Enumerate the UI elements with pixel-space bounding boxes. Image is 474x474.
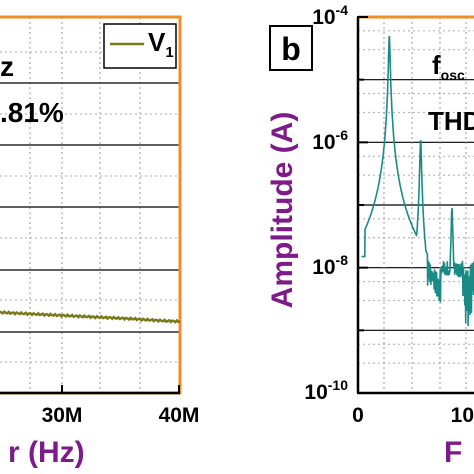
- panel-b-annotation-fosc: fosc: [432, 50, 465, 83]
- panel-a-plot-frame: [0, 15, 182, 395]
- panel-a-legend-box: [103, 23, 177, 69]
- panel-a-annotation-2: .81%: [0, 97, 64, 128]
- panel-b-series: [361, 35, 474, 327]
- panel-b-ticks: [356, 16, 474, 395]
- panel-b-annotation-thd: THD: [428, 106, 474, 136]
- panel-b-ytick-1e-8: 10-8: [312, 252, 348, 279]
- panel-a-legend: V1: [103, 23, 177, 69]
- panel-b: b fosc THD 10-4 10-6 10-8 10-10 0 10 Amp…: [266, 2, 474, 469]
- panel-b-ylabel: Amplitude (A): [266, 112, 299, 309]
- panel-a-annotation-1: z: [0, 51, 14, 82]
- panel-b-label: b: [281, 31, 301, 67]
- panel-a-ticks: [0, 385, 180, 395]
- panel-b-xtick-10: 10: [451, 404, 474, 427]
- panel-b-xtick-0: 0: [352, 404, 364, 427]
- panel-a-xtick-40m: 40M: [159, 404, 200, 427]
- panel-a-xtick-30m: 30M: [42, 404, 83, 427]
- panel-a-legend-label: V1: [148, 27, 174, 61]
- panel-b-xlabel: F: [444, 436, 462, 469]
- panel-b-ytick-1e-4: 10-4: [312, 2, 348, 29]
- panel-b-ytick-1e-6: 10-6: [312, 127, 348, 154]
- panel-a: V1 z .81% 30M 40M r (Hz): [0, 15, 200, 469]
- panel-a-grid: [0, 17, 180, 393]
- panel-b-ytick-1e-10: 10-10: [304, 377, 348, 404]
- panel-a-xlabel: r (Hz): [8, 436, 85, 469]
- panel-a-series-v1: [0, 309, 181, 324]
- panel-b-label-box: [269, 25, 313, 71]
